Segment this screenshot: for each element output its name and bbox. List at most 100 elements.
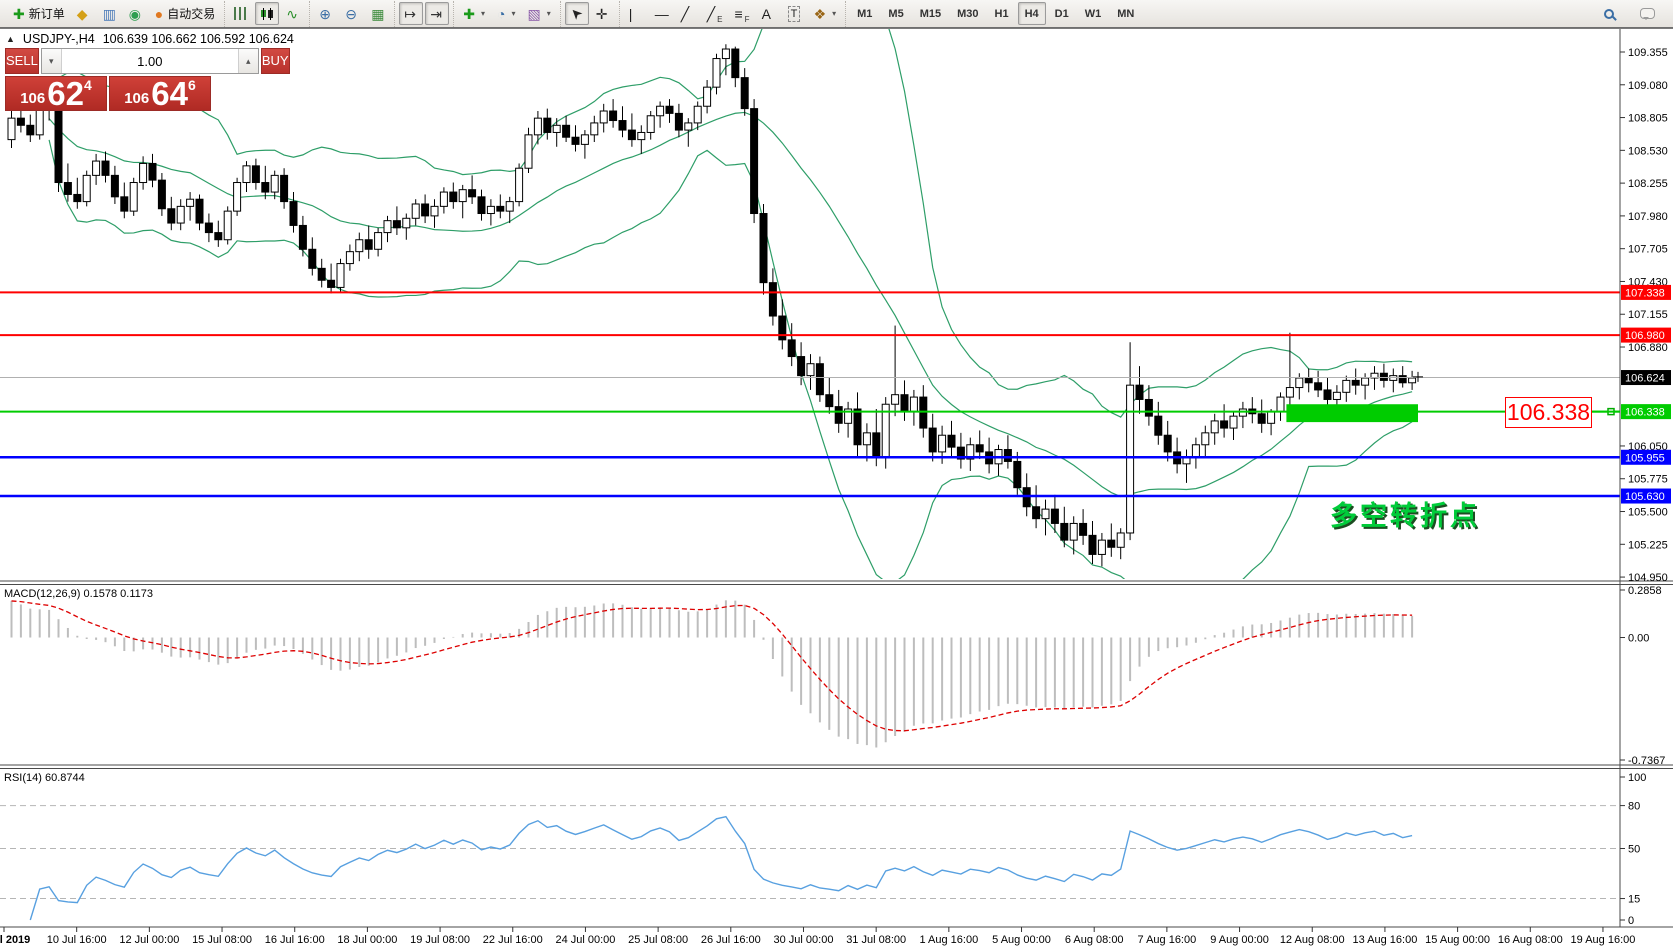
auto-scroll-button[interactable]: ↦ <box>399 2 424 25</box>
candle-bull <box>1126 384 1135 534</box>
timeframe-button-M5[interactable]: M5 <box>881 2 910 25</box>
styles-button[interactable]: ◆ <box>72 2 96 25</box>
macd-axis-label: 0.2858 <box>1628 585 1662 597</box>
tile-windows-button[interactable]: ▦ <box>366 2 390 25</box>
new-order-label: 新订单 <box>28 7 65 21</box>
crosshair-button[interactable]: ✛ <box>591 2 615 25</box>
arrows-dropdown-caret[interactable]: ▾ <box>832 9 837 18</box>
chart-text-annotation[interactable]: 多空转折点 <box>1330 501 1480 531</box>
indicators-dropdown-caret[interactable]: ▾ <box>480 9 485 18</box>
zoom-out-button[interactable]: ⊖ <box>340 2 364 25</box>
periods-dropdown-caret[interactable]: ▾ <box>511 9 516 18</box>
candle-bull <box>486 205 495 215</box>
price-line-marker <box>1621 284 1671 300</box>
candle-bull <box>844 408 853 424</box>
candle-bull <box>458 189 467 203</box>
price-marker-label: 105.955 <box>1625 452 1665 464</box>
price-axis[interactable]: 109.355 109.080 108.805 108.530 108.255 107.9… <box>1620 47 1671 927</box>
candle-bear <box>1304 377 1313 384</box>
candle-bull <box>599 110 608 124</box>
candle-bull <box>242 165 251 184</box>
price-line-marker <box>1621 449 1671 465</box>
candle-bull <box>1342 379 1351 393</box>
line-chart-button[interactable]: ∿ <box>281 2 305 25</box>
timeframe-button-H1[interactable]: H1 <box>988 2 1016 25</box>
candle-bull <box>1229 415 1238 429</box>
chat-icon <box>1640 8 1655 20</box>
price-tick-label: 106.880 <box>1628 342 1668 354</box>
candle-bear <box>120 196 129 212</box>
toolbar: ✚ 新订单 ◆ ▥ ◉ ● 自动交易 ∿ ⊕ ⊖ ▦ ↦ ⇥ ✚ ▾ ◔ ▾ ▧ ▾ ➤ ✛ | — ╱ ╱ E ≡ F A T ❖ ▾ M1 M… <box>0 0 1673 28</box>
timeframe-button-H4[interactable]: H4 <box>1017 2 1046 25</box>
sell-price-pip: 4 <box>83 77 92 93</box>
candle-bear <box>392 220 401 229</box>
candle-bear <box>825 394 834 408</box>
text-label-button[interactable]: T <box>783 2 807 25</box>
candle-bear <box>327 279 336 288</box>
rsi-axis-label: 100 <box>1628 772 1646 784</box>
candle-bull <box>186 198 195 207</box>
text-button[interactable]: A <box>757 2 781 25</box>
templates-dropdown-caret[interactable]: ▾ <box>546 9 551 18</box>
templates-button[interactable]: ▧ ▾ <box>522 2 555 25</box>
signals-button[interactable]: ◉ <box>124 2 148 25</box>
bar-chart-button[interactable] <box>229 2 253 25</box>
market-watch-button[interactable]: ▥ <box>98 2 122 25</box>
collapse-panel-arrow[interactable]: ▲ <box>6 34 15 44</box>
price-line-marker <box>1621 404 1671 420</box>
periods-button[interactable]: ◔ ▾ <box>492 2 520 25</box>
timeframe-button-MN[interactable]: MN <box>1110 2 1141 25</box>
volume-increase-button[interactable]: ▴ <box>237 49 258 73</box>
timeframe-button-M15[interactable]: M15 <box>913 2 948 25</box>
candle-bear <box>1154 415 1163 436</box>
toolbar-group: ↦ ⇥ <box>394 0 453 27</box>
time-tick-label: 22 Jul 16:00 <box>483 934 543 946</box>
price-callout-box[interactable]: 106.338 <box>1505 397 1592 428</box>
text-label-icon: T <box>787 5 801 22</box>
timeframe-button-D1[interactable]: D1 <box>1048 2 1076 25</box>
timeframe-button-M30[interactable]: M30 <box>950 2 985 25</box>
ohlc-quote-line: 106.639 106.662 106.592 106.624 <box>102 32 294 46</box>
arrows-button[interactable]: ❖ ▾ <box>809 2 842 25</box>
fibonacci-button[interactable]: ≡ F <box>730 2 755 25</box>
candlestick-chart-button[interactable] <box>255 2 280 25</box>
zoom-in-button[interactable]: ⊕ <box>314 2 338 25</box>
price-tick-label: 108.255 <box>1628 178 1668 190</box>
volume-input[interactable] <box>61 49 238 73</box>
sell-price-prefix: 106 <box>20 90 46 107</box>
time-axis[interactable]: 9 Jul 2019 10 Jul 16:00 12 Jul 00:00 15 Jul… <box>0 927 1635 946</box>
candle-bear <box>778 315 787 341</box>
candle-bear <box>280 174 289 203</box>
candle-bull <box>533 117 542 136</box>
cursor-button[interactable]: ➤ <box>564 2 589 25</box>
candle-bull <box>383 220 392 234</box>
candle-bull <box>909 396 918 412</box>
indicators-button[interactable]: ✚ ▾ <box>458 2 490 25</box>
time-tick-label: 19 Aug 16:00 <box>1571 934 1636 946</box>
search-button[interactable] <box>1599 2 1623 25</box>
new-order-button[interactable]: ✚ 新订单 <box>8 2 70 25</box>
vertical-line-button[interactable]: | <box>624 2 648 25</box>
candle-bull <box>82 174 91 203</box>
highlight-rectangle[interactable] <box>1286 404 1418 423</box>
chat-button[interactable] <box>1635 2 1660 25</box>
chart-shift-button[interactable]: ⇥ <box>425 2 450 25</box>
buy-button[interactable]: BUY <box>260 48 290 74</box>
sell-button[interactable]: SELL <box>5 48 39 74</box>
time-tick-label: 31 Jul 08:00 <box>846 934 906 946</box>
price-marker-label: 105.630 <box>1625 491 1665 503</box>
trendline-button[interactable]: ╱ <box>676 2 700 25</box>
timeframe-button-M1[interactable]: M1 <box>850 2 879 25</box>
toolbar-right-icons <box>1598 2 1669 25</box>
price-tick-label: 109.080 <box>1628 80 1668 92</box>
horizontal-line-button[interactable]: — <box>650 2 674 25</box>
signals-icon: ◉ <box>128 5 141 22</box>
equidistant-channel-icon: ╱ <box>706 5 716 22</box>
sell-price-display[interactable]: 106 62 4 <box>5 76 107 111</box>
volume-decrease-button[interactable]: ▾ <box>41 49 62 73</box>
autotrading-button[interactable]: ● 自动交易 <box>150 2 220 25</box>
buy-price-display[interactable]: 106 64 6 <box>109 76 211 111</box>
candle-bear <box>834 406 843 424</box>
timeframe-button-W1[interactable]: W1 <box>1078 2 1109 25</box>
equidistant-channel-button[interactable]: ╱ E <box>702 2 728 25</box>
